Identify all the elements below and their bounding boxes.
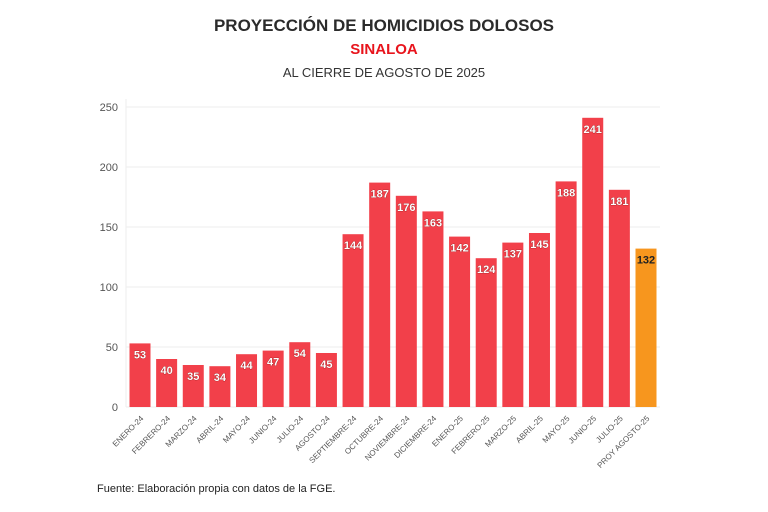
bar xyxy=(635,248,657,407)
bar xyxy=(262,350,284,407)
bar xyxy=(156,359,178,407)
data-label: 188 xyxy=(557,187,575,199)
data-label: 163 xyxy=(424,217,442,229)
chart-title: PROYECCIÓN DE HOMICIDIOS DOLOSOS xyxy=(213,16,555,35)
y-tick-label: 150 xyxy=(100,222,118,234)
bar xyxy=(528,233,550,407)
data-label: 53 xyxy=(134,349,146,361)
bar xyxy=(395,195,417,407)
data-label: 241 xyxy=(584,124,602,136)
bar xyxy=(129,343,151,407)
bar xyxy=(182,365,204,407)
data-label: 142 xyxy=(450,243,468,255)
x-tick-label: ABRIL-24 xyxy=(194,414,225,445)
x-tick-label: JUNIO-25 xyxy=(567,414,599,446)
data-label: 34 xyxy=(214,372,227,384)
data-label: 176 xyxy=(397,202,415,214)
bar xyxy=(475,258,497,407)
y-tick-label: 0 xyxy=(112,402,118,414)
data-label: 40 xyxy=(161,365,173,377)
x-tick-label: JUNIO-24 xyxy=(247,414,279,446)
x-tick-label: ABRIL-25 xyxy=(514,414,545,445)
x-tick-label: SEPTIEMBRE-24 xyxy=(307,414,358,465)
chart-subtitle: SINALOA xyxy=(350,41,418,58)
data-label: 181 xyxy=(610,196,628,208)
data-label: 132 xyxy=(637,255,655,267)
y-tick-label: 200 xyxy=(100,162,118,174)
bar xyxy=(209,366,231,407)
bar xyxy=(608,189,630,407)
bar xyxy=(555,181,577,407)
y-tick-label: 100 xyxy=(100,282,118,294)
source-note: Fuente: Elaboración propia con datos de … xyxy=(97,483,336,495)
data-label: 47 xyxy=(267,357,279,369)
x-tick-label: PROY AGOSTO-25 xyxy=(596,414,652,470)
bar xyxy=(449,236,471,407)
data-label: 35 xyxy=(187,371,199,383)
bar xyxy=(422,211,444,407)
bar xyxy=(502,242,524,407)
data-label: 45 xyxy=(320,359,332,371)
data-label: 54 xyxy=(294,348,307,360)
bar xyxy=(369,182,391,407)
data-label: 124 xyxy=(477,264,496,276)
data-label: 44 xyxy=(240,360,253,372)
bar xyxy=(236,354,258,407)
y-tick-label: 250 xyxy=(100,102,118,114)
bar xyxy=(289,342,311,407)
data-label: 144 xyxy=(344,240,363,252)
chart-subtitle-date: AL CIERRE DE AGOSTO DE 2025 xyxy=(282,65,486,80)
bar xyxy=(315,353,337,407)
data-label: 137 xyxy=(504,249,522,261)
bar xyxy=(582,117,604,408)
data-label: 145 xyxy=(530,239,548,251)
data-label: 187 xyxy=(371,189,389,201)
y-tick-label: 50 xyxy=(106,342,118,354)
bar xyxy=(342,234,364,407)
